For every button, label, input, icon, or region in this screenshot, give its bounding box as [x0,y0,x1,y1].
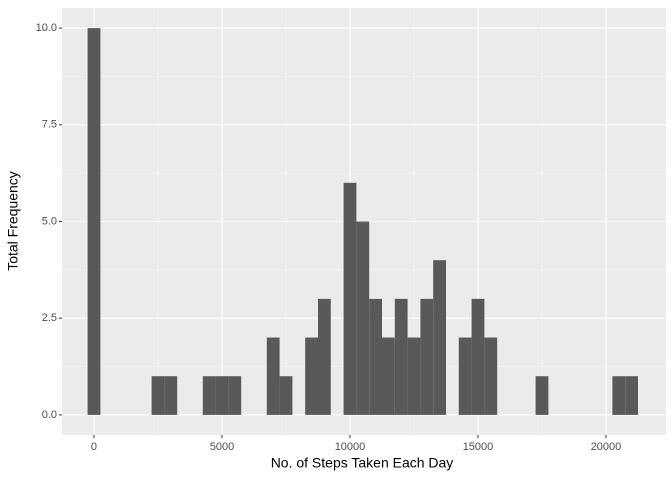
bar [612,376,626,415]
bar [228,376,242,415]
y-tick-label: 10.0 [36,22,57,34]
bar [279,376,293,415]
y-tick-label: 7.5 [42,119,57,131]
bar [535,376,549,415]
bar [458,337,472,415]
bar [625,376,638,415]
x-tick-label: 15000 [463,441,494,453]
y-tick-label: 0.0 [42,409,57,421]
bar [343,182,357,415]
bar [305,337,318,415]
x-tick-label: 10000 [335,441,366,453]
bar [164,376,178,415]
bar [420,298,434,415]
bar [266,337,280,415]
bar [215,376,229,415]
x-tick-label: 20000 [591,441,622,453]
bar [471,298,485,415]
x-tick-label: 0 [91,441,97,453]
bar [151,376,165,415]
bar [202,376,216,415]
bar [381,337,395,415]
bar [394,298,408,415]
y-tick-label: 5.0 [42,215,57,227]
bar [407,337,421,415]
bar [484,337,498,415]
y-axis-title: Total Frequency [5,171,21,271]
bar [369,298,382,415]
x-tick-label: 5000 [210,441,234,453]
x-axis-title: No. of Steps Taken Each Day [271,455,454,471]
bar [317,298,331,415]
bar [87,28,101,415]
bar [356,221,370,415]
y-tick-label: 2.5 [42,312,57,324]
bar [433,260,446,415]
